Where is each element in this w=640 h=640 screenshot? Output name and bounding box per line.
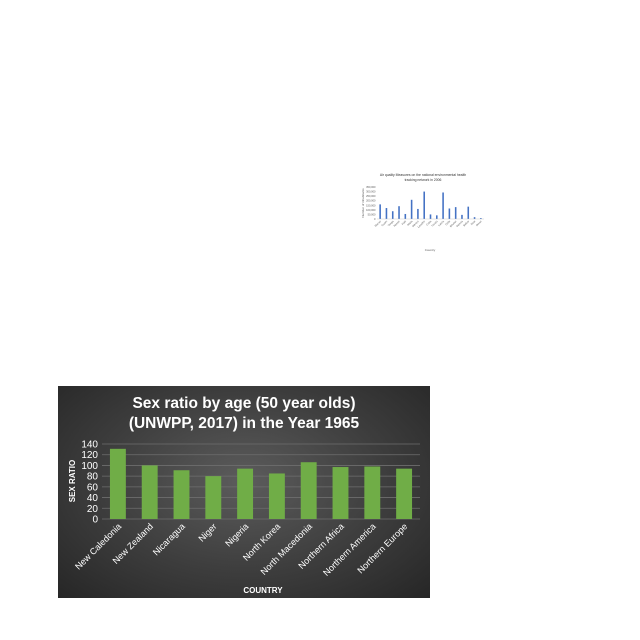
bar bbox=[423, 191, 425, 219]
bar bbox=[398, 206, 400, 219]
bar bbox=[268, 473, 285, 519]
bar bbox=[379, 204, 381, 219]
y-tick-label: 120 bbox=[81, 450, 98, 461]
y-tick-label: 60 bbox=[87, 482, 99, 493]
y-tick-label: 100,000 bbox=[366, 208, 376, 212]
x-tick-label: Cuba bbox=[425, 219, 433, 227]
bar bbox=[436, 215, 438, 219]
x-tick-label: Guam bbox=[380, 219, 388, 227]
y-tick-label: 140 bbox=[81, 440, 98, 451]
sex-ratio-chart: Sex ratio by age (50 year olds) (UNWPP, … bbox=[58, 386, 430, 598]
x-tick-label: Tuvalu bbox=[430, 219, 439, 228]
x-tick-label: Malta bbox=[406, 219, 414, 227]
bar bbox=[141, 465, 158, 519]
chart-title: Sex ratio by age (50 year olds) bbox=[132, 395, 355, 412]
air-quality-chart: Air quality Measures on the national env… bbox=[358, 168, 488, 260]
y-tick-label: 50,000 bbox=[368, 212, 376, 216]
bar bbox=[442, 192, 444, 219]
bar bbox=[410, 199, 413, 219]
x-tick-label: Samoa bbox=[455, 219, 464, 228]
x-tick-label: Nicaragua bbox=[151, 521, 187, 557]
bar bbox=[480, 218, 482, 219]
bar bbox=[429, 214, 432, 219]
x-tick-label: Belize bbox=[462, 219, 470, 227]
bar bbox=[461, 214, 463, 219]
bar bbox=[385, 208, 388, 219]
chart-title-line-1: Air quality Measures on the national env… bbox=[380, 173, 466, 177]
y-axis-label: SEX RATIO bbox=[68, 460, 77, 503]
bar-series bbox=[379, 191, 482, 219]
y-tick-label: 350,000 bbox=[366, 185, 376, 189]
y-tick-label: 0 bbox=[92, 515, 98, 526]
sex-ratio-chart-svg: Sex ratio by age (50 year olds) (UNWPP, … bbox=[68, 395, 420, 595]
chart-title-line-2: tracking network in 2006 bbox=[405, 178, 442, 182]
bar bbox=[454, 207, 457, 219]
bar bbox=[300, 462, 317, 519]
x-tick-label: Mexico bbox=[411, 219, 420, 228]
x-tick-label: Niue bbox=[470, 219, 477, 226]
bar bbox=[404, 213, 407, 219]
y-tick-label: 40 bbox=[87, 493, 99, 504]
y-axis-label: Number of inhabitants bbox=[361, 188, 365, 218]
bar bbox=[109, 448, 126, 519]
y-tick-label: 150,000 bbox=[366, 203, 376, 207]
x-tick-label: Oman bbox=[475, 219, 483, 227]
bar-series bbox=[109, 448, 413, 519]
x-tick-label: Lesotho bbox=[417, 219, 427, 229]
air-quality-chart-svg: Air quality Measures on the national env… bbox=[361, 173, 484, 252]
chart-subtitle: (UNWPP, 2017) in the Year 1965 bbox=[129, 415, 360, 432]
x-tick-label: Bhutan bbox=[449, 219, 458, 228]
bar bbox=[396, 468, 413, 519]
y-tick-label: 200,000 bbox=[366, 199, 376, 203]
x-tick-label: Tonga bbox=[387, 219, 395, 227]
bar bbox=[467, 206, 470, 219]
y-tick-label: 0 bbox=[374, 217, 376, 221]
bar bbox=[417, 208, 419, 219]
x-tick-label: Niger bbox=[196, 521, 218, 543]
bar bbox=[332, 467, 349, 519]
bar bbox=[237, 468, 254, 519]
x-tick-label: Nigeria bbox=[223, 521, 250, 548]
x-tick-label: Latvia bbox=[437, 219, 445, 227]
bar bbox=[391, 211, 394, 219]
x-axis-label: COUNTRY bbox=[243, 586, 283, 595]
y-tick-label: 100 bbox=[81, 461, 98, 472]
y-tick-label: 250,000 bbox=[366, 194, 376, 198]
x-tick-label: Yemen bbox=[392, 219, 401, 228]
y-tick-label: 80 bbox=[87, 472, 99, 483]
bar bbox=[473, 217, 476, 219]
x-tick-label: Chile bbox=[444, 219, 451, 226]
bar bbox=[205, 476, 222, 519]
y-tick-label: 20 bbox=[87, 504, 99, 515]
bar bbox=[448, 208, 451, 219]
bar bbox=[364, 466, 381, 519]
bar bbox=[173, 470, 190, 519]
y-tick-label: 300,000 bbox=[366, 190, 376, 194]
x-tick-label: Macao bbox=[374, 219, 383, 228]
y-tick-labels: 050,000100,000150,000200,000250,000300,0… bbox=[366, 185, 376, 221]
x-tick-label: Haiti bbox=[401, 219, 408, 226]
x-axis-label: Country bbox=[425, 248, 436, 252]
